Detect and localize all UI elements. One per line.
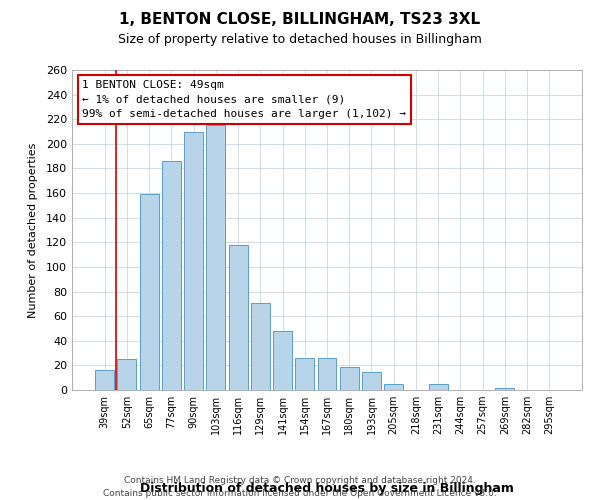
Bar — [362, 372, 381, 390]
Bar — [229, 245, 248, 390]
Bar — [251, 302, 270, 390]
Bar — [140, 194, 158, 390]
Text: 1, BENTON CLOSE, BILLINGHAM, TS23 3XL: 1, BENTON CLOSE, BILLINGHAM, TS23 3XL — [119, 12, 481, 28]
Text: Size of property relative to detached houses in Billingham: Size of property relative to detached ho… — [118, 32, 482, 46]
Text: 1 BENTON CLOSE: 49sqm
← 1% of detached houses are smaller (9)
99% of semi-detach: 1 BENTON CLOSE: 49sqm ← 1% of detached h… — [82, 80, 406, 119]
Bar — [95, 370, 114, 390]
Bar — [295, 358, 314, 390]
Text: Contains HM Land Registry data © Crown copyright and database right 2024.
Contai: Contains HM Land Registry data © Crown c… — [103, 476, 497, 498]
Bar — [340, 366, 359, 390]
Y-axis label: Number of detached properties: Number of detached properties — [28, 142, 38, 318]
Bar — [162, 161, 181, 390]
Text: Distribution of detached houses by size in Billingham: Distribution of detached houses by size … — [140, 482, 514, 495]
Bar — [118, 359, 136, 390]
Bar — [496, 388, 514, 390]
Bar — [206, 126, 225, 390]
Bar — [429, 384, 448, 390]
Bar — [317, 358, 337, 390]
Bar — [384, 384, 403, 390]
Bar — [184, 132, 203, 390]
Bar — [273, 331, 292, 390]
